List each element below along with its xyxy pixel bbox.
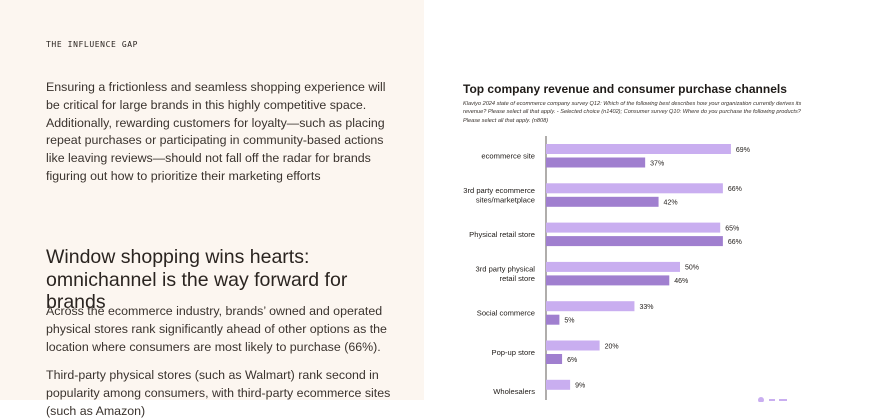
body-paragraph-1: Across the ecommerce industry, brands’ o… [46, 304, 387, 354]
bar [546, 261, 680, 272]
bar [546, 222, 721, 233]
bar-value-label: 5% [564, 318, 574, 325]
bar [546, 379, 571, 390]
category-label: Physical retail store [469, 230, 535, 239]
category-label: Social commerce [477, 309, 535, 318]
bar [546, 144, 731, 154]
bar-value-label: 42% [664, 200, 678, 207]
channel-bar-chart: ecommerce site 69% 37% 3rd party ecommerce s… [463, 136, 750, 400]
bar-value-label: 37% [650, 160, 664, 167]
bar [546, 354, 563, 364]
category-label: Wholesalers [493, 387, 535, 396]
bar-value-label: 6% [567, 357, 577, 364]
chart-subtitle: Klaviyo 2024 state of ecommerce company … [463, 101, 802, 124]
bar [546, 275, 670, 286]
category-label: 3rd party ecommerce sites/marketplace [463, 186, 535, 205]
bar [546, 301, 635, 312]
bar [546, 314, 560, 325]
chart-title: Top company revenue and consumer purchas… [463, 82, 787, 96]
bar-value-label: 9% [575, 383, 585, 390]
body-paragraph-2: Third-party physical stores (such as Wal… [46, 368, 391, 418]
bar-value-label: 65% [725, 225, 739, 232]
bar [546, 183, 723, 194]
section-eyebrow: THE INFLUENCE GAP [46, 40, 139, 49]
bar [546, 236, 723, 247]
bar [546, 157, 646, 168]
bar-value-label: 50% [685, 265, 699, 272]
bar [546, 196, 659, 207]
category-label: 3rd party physical retail store [475, 265, 535, 284]
brand-mark-icon [758, 397, 787, 402]
text-column: THE INFLUENCE GAP Ensuring a frictionles… [0, 0, 424, 418]
bar-value-label: 46% [674, 278, 688, 285]
bar-value-label: 66% [728, 186, 742, 193]
intro-paragraph: Ensuring a frictionless and seamless sho… [46, 80, 386, 183]
bar-value-label: 33% [639, 304, 653, 311]
section-heading: Window shopping wins hearts: omnichannel… [46, 246, 348, 313]
bar-value-label: 66% [728, 239, 742, 246]
category-label: Pop-up store [492, 348, 535, 357]
bar-value-label: 20% [605, 343, 619, 350]
bar-value-label: 69% [736, 147, 750, 154]
category-label: ecommerce site [481, 151, 535, 160]
bar [546, 340, 600, 351]
